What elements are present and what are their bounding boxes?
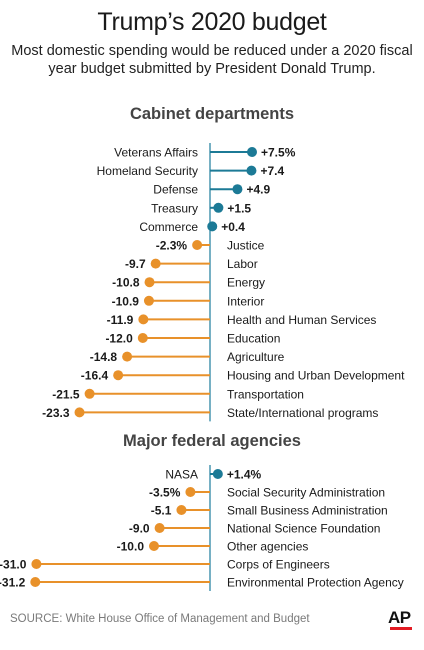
data-point <box>143 295 154 306</box>
value-label: -9.0 <box>129 522 150 536</box>
category-label: NASA <box>165 468 198 482</box>
data-point <box>144 277 155 288</box>
category-label: Treasury <box>151 201 198 215</box>
data-point <box>247 147 257 157</box>
value-label: -10.0 <box>117 540 145 554</box>
value-label: +4.9 <box>246 183 270 197</box>
value-label: +0.4 <box>221 220 245 234</box>
category-label: Environmental Protection Agency <box>227 576 404 590</box>
data-point <box>122 351 133 362</box>
category-label: State/International programs <box>227 406 378 420</box>
value-label: -16.4 <box>81 369 109 383</box>
chart-subtitle: Most domestic spending would be reduced … <box>11 43 413 77</box>
value-label: -31.0 <box>0 558 27 572</box>
data-point <box>138 314 149 325</box>
data-point <box>246 165 257 176</box>
value-label: -12.0 <box>105 332 133 346</box>
data-point <box>207 221 218 232</box>
value-label: +1.4% <box>227 468 262 482</box>
data-point <box>84 388 95 399</box>
data-point <box>150 258 161 269</box>
section-title-agencies: Major federal agencies <box>123 432 301 450</box>
category-label: Justice <box>227 239 265 253</box>
data-point <box>213 202 224 213</box>
value-label: -9.7 <box>125 257 146 271</box>
value-label: +1.5 <box>227 201 251 215</box>
section-title-cabinet: Cabinet departments <box>129 105 295 123</box>
data-point <box>192 240 203 250</box>
value-label: +7.5% <box>261 146 296 160</box>
ap-logo-bar <box>390 627 412 630</box>
data-point <box>74 407 85 418</box>
data-point <box>154 523 165 533</box>
category-label: Education <box>227 332 280 346</box>
category-label: Interior <box>227 294 264 308</box>
value-label: -2.3% <box>156 239 188 253</box>
category-label: Veterans Affairs <box>114 146 198 160</box>
category-label: Social Security Administration <box>227 486 385 500</box>
value-label: -5.1 <box>151 504 172 518</box>
category-label: Small Business Administration <box>227 504 388 518</box>
category-label: Labor <box>227 257 258 271</box>
value-label: -31.2 <box>0 576 26 590</box>
source-note: SOURCE: White House Office of Management… <box>10 613 310 625</box>
data-point <box>176 505 187 515</box>
data-point <box>31 559 42 569</box>
data-point <box>137 333 148 343</box>
category-label: Transportation <box>227 387 304 401</box>
category-label: Energy <box>227 276 265 290</box>
ap-logo: AP <box>388 608 411 627</box>
chart-title: Trump’s 2020 budget <box>97 8 327 36</box>
category-label: Other agencies <box>227 540 308 554</box>
value-label: -11.9 <box>107 313 134 327</box>
category-label: National Science Foundation <box>227 522 380 536</box>
value-label: -10.8 <box>112 276 140 290</box>
category-label: Corps of Engineers <box>227 558 330 572</box>
value-label: -3.5% <box>149 486 181 500</box>
category-label: Defense <box>153 183 198 197</box>
category-label: Homeland Security <box>97 164 198 178</box>
value-label: -10.9 <box>112 294 140 308</box>
value-label: +7.4 <box>260 164 284 178</box>
data-point <box>185 487 196 497</box>
category-label: Agriculture <box>227 350 285 364</box>
value-label: -14.8 <box>90 350 118 364</box>
value-label: -23.3 <box>42 406 70 420</box>
data-point <box>232 184 243 195</box>
data-point <box>30 577 41 587</box>
value-label: -21.5 <box>52 387 80 401</box>
data-point <box>113 370 124 381</box>
category-label: Health and Human Services <box>227 313 376 327</box>
data-point <box>212 469 223 479</box>
category-label: Commerce <box>139 220 198 234</box>
category-label: Housing and Urban Development <box>227 369 405 383</box>
data-point <box>149 541 159 551</box>
